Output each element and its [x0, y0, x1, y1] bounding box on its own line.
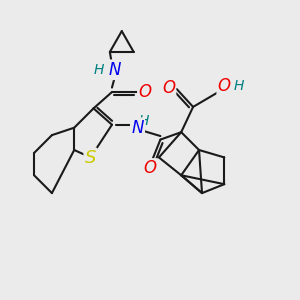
Text: O: O: [138, 83, 152, 101]
Text: N: N: [131, 119, 144, 137]
Text: O: O: [143, 159, 157, 177]
Text: H: H: [139, 114, 149, 128]
Text: S: S: [85, 149, 96, 167]
Text: O: O: [218, 77, 231, 95]
Text: O: O: [162, 79, 175, 97]
Text: H: H: [94, 63, 104, 77]
Text: H: H: [233, 79, 244, 93]
Text: N: N: [109, 61, 121, 79]
